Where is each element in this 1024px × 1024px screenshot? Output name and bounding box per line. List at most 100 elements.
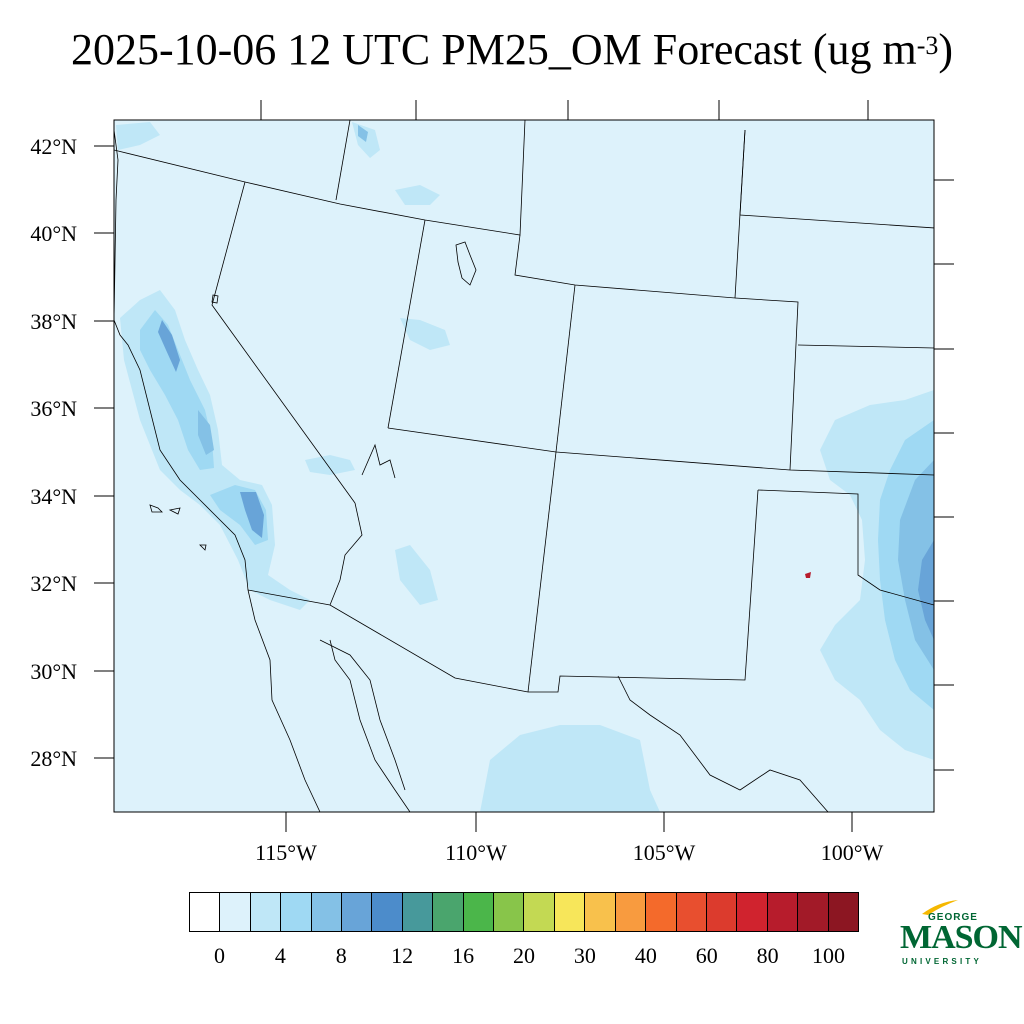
border-42n [114, 120, 526, 236]
contour-az-north [305, 455, 355, 475]
map-background [114, 120, 934, 812]
border-nevada [211, 181, 356, 504]
border-co-ks [734, 297, 799, 471]
colorbar-label: 40 [634, 943, 657, 968]
colorbar [189, 892, 859, 932]
contour-sierra-dark2 [198, 410, 214, 455]
colorbar-label: 4 [274, 943, 286, 968]
coast-california [114, 129, 249, 591]
lat-label-32: 32°N [30, 571, 77, 596]
border-utah-co [555, 284, 576, 453]
border-idaho-mt [335, 120, 351, 201]
contour-utah [400, 318, 450, 350]
border-ne [797, 344, 934, 349]
logo-mason: MASON [900, 919, 1023, 956]
colorbar-cell [615, 893, 647, 931]
lon-labels: 115°W 110°W 105°W 100°W [255, 840, 883, 865]
border-37n [387, 427, 934, 476]
logo-university: UNIVERSITY [902, 957, 983, 966]
colorbar-cell [706, 893, 738, 931]
river-colorado [361, 443, 396, 479]
colorbar-cell [494, 893, 525, 931]
coast-gulf [329, 639, 411, 812]
lake-tahoe [211, 294, 219, 304]
colorbar-cell [737, 893, 768, 931]
colorbar-label: 20 [513, 943, 535, 968]
contour-texas-dark [918, 540, 934, 640]
contour-fire-spot [805, 572, 811, 578]
lon-label-110: 110°W [445, 840, 507, 865]
border-utah-nv [387, 219, 426, 429]
bottom-ticks [285, 812, 853, 832]
lat-label-30: 30°N [30, 659, 77, 684]
colorbar-cell [767, 893, 799, 931]
island-2 [168, 507, 181, 515]
colorbar-cell [463, 893, 495, 931]
colorbar-label: 30 [573, 943, 596, 968]
logo-swoosh-icon [922, 900, 958, 915]
lon-label-105: 105°W [633, 840, 696, 865]
lon-label-100: 100°W [821, 840, 884, 865]
colorbar-cell [190, 893, 221, 931]
colorbar-cell [554, 893, 586, 931]
border-mt-dak [739, 129, 934, 229]
colorbar-cell [798, 893, 829, 931]
border-ca-az [329, 502, 363, 606]
colorbar-cell [220, 893, 251, 931]
lat-label-40: 40°N [30, 221, 77, 246]
coast-gulf-east [319, 639, 406, 791]
border-nm-tx [528, 489, 759, 693]
colorbar-cell [585, 893, 616, 931]
colorbar-cell [828, 893, 858, 931]
colorbar-cell [433, 893, 464, 931]
contour-idaho-south [395, 185, 440, 205]
island-1 [149, 504, 163, 513]
title-superscript: -3 [916, 31, 939, 60]
left-ticks [94, 145, 114, 759]
lat-labels: 42°N 40°N 38°N 36°N 34°N 32°N 30°N 28°N [30, 134, 77, 771]
colorbar-cell [281, 893, 312, 931]
contour-mexico-south [480, 725, 660, 812]
coast-baja [247, 589, 321, 812]
lat-label-28: 28°N [30, 746, 77, 771]
colorbar-label: 60 [695, 943, 718, 968]
lat-label-36: 36°N [30, 396, 77, 421]
top-ticks [260, 100, 869, 120]
contour-coast [116, 122, 160, 150]
gmu-logo: GEORGE MASON UNIVERSITY [898, 900, 1023, 970]
colorbar-label: 100 [812, 943, 846, 968]
colorbar-label: 8 [335, 943, 347, 968]
colorbar-cell [402, 893, 434, 931]
island-3 [199, 544, 207, 551]
colorbar-cell [646, 893, 677, 931]
lat-label-34: 34°N [30, 484, 77, 509]
lon-label-115: 115°W [255, 840, 317, 865]
pm25-contours [116, 122, 934, 812]
colorbar-cell [372, 893, 403, 931]
colorbar-label: 80 [756, 943, 779, 968]
colorbar-label: 12 [391, 943, 414, 968]
colorbar-cell [676, 893, 707, 931]
map-title: 2025-10-06 12 UTC PM25_OM Forecast (ug m… [70, 25, 954, 74]
lat-label-38: 38°N [30, 309, 77, 334]
contour-sierra-dark [158, 320, 180, 372]
border-ok [757, 489, 934, 606]
colorbar-cell [311, 893, 343, 931]
contour-socal-dark [240, 492, 264, 538]
colorbar-cell [342, 893, 373, 931]
contour-az-south [395, 545, 438, 605]
logo-george: GEORGE [928, 912, 978, 923]
border-mexico [247, 589, 529, 693]
colorbar-label: 0 [213, 943, 225, 968]
contour-idaho-dark [358, 125, 368, 142]
border-az-nm [527, 451, 557, 693]
boundaries [114, 120, 934, 812]
right-ticks [934, 179, 954, 771]
contour-california-mid [140, 310, 214, 470]
colorbar-cell [524, 893, 555, 931]
lat-label-42: 42°N [30, 134, 77, 159]
map-frame [113, 119, 935, 813]
border-rio-grande [617, 675, 829, 812]
great-salt-lake [455, 241, 477, 286]
